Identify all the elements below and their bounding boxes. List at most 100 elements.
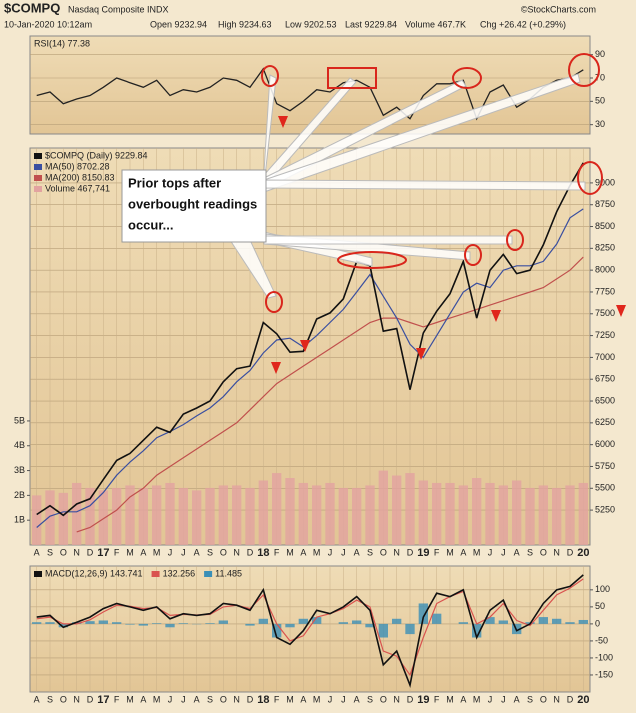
bar	[165, 482, 175, 545]
y-tick-label: 0	[595, 618, 600, 628]
x-tick-label: J	[168, 694, 173, 704]
bar	[498, 620, 508, 624]
bar	[432, 613, 442, 624]
bar	[125, 485, 135, 545]
bar	[98, 490, 108, 545]
legend-swatch	[34, 186, 42, 192]
bar	[32, 495, 42, 545]
bar	[538, 617, 548, 624]
panel-title: RSI(14) 77.38	[34, 38, 90, 48]
x-tick-label: A	[354, 694, 360, 704]
x-tick-label: D	[247, 694, 254, 704]
x-tick-label: S	[367, 547, 373, 557]
y-tick-label: 6500	[595, 395, 615, 405]
legend-label: 11.485	[215, 568, 242, 578]
x-tick-label: N	[553, 694, 560, 704]
plots: 30 50 70 90 RSI(14) 77.38 5250 5500 5750 6000 625…	[14, 38, 615, 706]
x-tick-label: O	[380, 694, 387, 704]
bar	[205, 487, 215, 545]
legend-swatch	[151, 571, 160, 577]
x-tick-label: S	[207, 694, 213, 704]
bar	[498, 485, 508, 545]
bar	[325, 482, 335, 545]
bar	[98, 620, 108, 624]
x-tick-label: 18	[257, 547, 269, 559]
x-tick-label: M	[446, 694, 454, 704]
x-tick-label: N	[553, 547, 560, 557]
x-tick-label: O	[220, 694, 227, 704]
bar	[178, 487, 188, 545]
y-tick-label: 30	[595, 119, 605, 129]
legend-swatch	[34, 153, 42, 159]
x-tick-label: J	[328, 547, 333, 557]
arrow	[271, 362, 281, 374]
x-tick-label: N	[73, 694, 80, 704]
arrow	[300, 340, 310, 352]
x-tick-label: M	[446, 547, 454, 557]
bar	[272, 473, 282, 545]
arrow	[491, 310, 501, 322]
y-tick-label: 6000	[595, 439, 615, 449]
date: 10-Jan-2020 10:12am	[4, 19, 92, 29]
bar	[138, 487, 148, 545]
line	[76, 256, 584, 533]
bar	[392, 475, 402, 545]
rsi-panel	[29, 35, 591, 135]
x-tick-label: N	[233, 547, 240, 557]
bar	[552, 618, 562, 624]
bar	[152, 485, 162, 545]
legend-swatch	[34, 164, 42, 170]
bar	[178, 623, 188, 624]
x-tick-label: A	[514, 694, 520, 704]
legend-swatch	[34, 571, 42, 577]
bar	[565, 622, 575, 624]
x-tick-label: D	[407, 547, 414, 557]
x-tick-label: J	[181, 694, 186, 704]
bar	[245, 623, 255, 626]
circle	[452, 67, 482, 89]
x-tick-label: M	[313, 547, 321, 557]
y-tick-label: 5750	[595, 461, 615, 471]
x-tick-label: O	[540, 694, 547, 704]
x-tick-label: M	[126, 547, 134, 557]
y-tick-label: 7250	[595, 330, 615, 340]
x-tick-label: A	[34, 547, 40, 557]
bar	[245, 487, 255, 545]
circle	[464, 244, 482, 266]
bar	[378, 470, 388, 545]
bar	[472, 623, 482, 638]
x-tick-label: S	[527, 694, 533, 704]
bar	[458, 485, 468, 545]
bar	[538, 485, 548, 545]
bar	[205, 623, 215, 624]
x-tick-label: J	[168, 547, 173, 557]
arrow	[616, 305, 626, 317]
legend-label: Volume 467,741	[45, 183, 110, 193]
volume: Volume 467.7K	[405, 19, 466, 29]
annotation: Prior tops after	[128, 175, 221, 190]
legend-swatch	[204, 571, 213, 577]
x-tick-label: S	[367, 694, 373, 704]
x-tick-label: M	[126, 694, 134, 704]
y-tick-label: 8000	[595, 265, 615, 275]
bar	[112, 622, 122, 624]
x-tick-label: S	[207, 547, 213, 557]
legend-label: 132.256	[163, 568, 196, 578]
x-tick-label: 20	[577, 547, 589, 559]
bar	[72, 482, 82, 545]
bar	[218, 485, 228, 545]
arrow	[416, 348, 426, 360]
x-tick-label: N	[393, 694, 400, 704]
x-tick-label: F	[434, 547, 440, 557]
bar	[578, 482, 588, 545]
circle	[265, 291, 283, 313]
bar	[58, 623, 68, 628]
bar	[152, 623, 162, 624]
x-tick-label: D	[247, 547, 254, 557]
x-tick-label: J	[501, 694, 506, 704]
x-tick-label: A	[194, 547, 200, 557]
y-tick-label: -150	[595, 669, 613, 679]
bar	[405, 623, 415, 635]
